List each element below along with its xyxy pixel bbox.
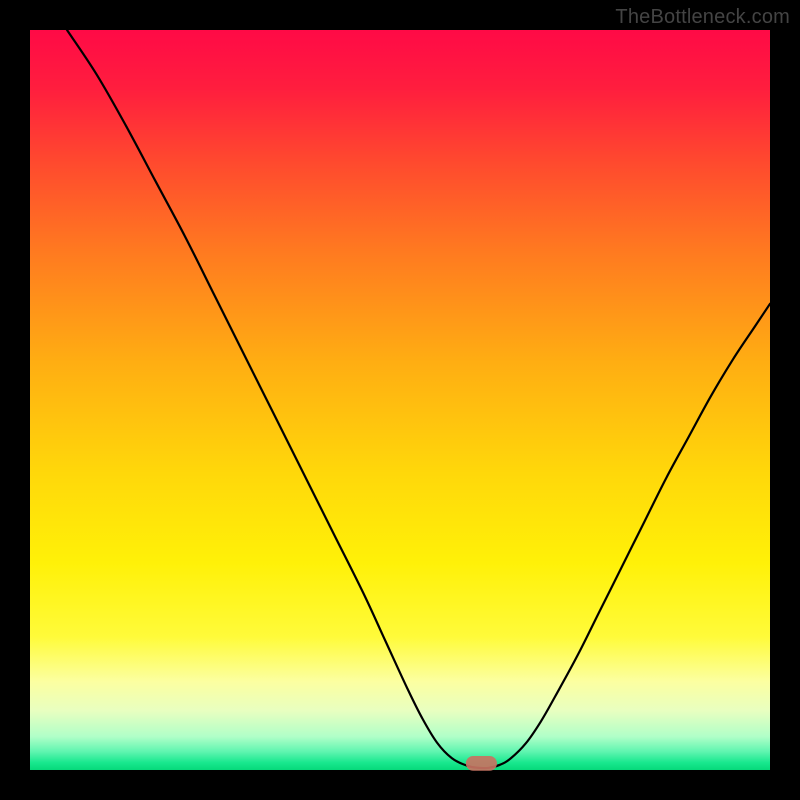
plot-background (30, 30, 770, 770)
watermark-text: TheBottleneck.com (615, 6, 790, 29)
chart-container: TheBottleneck.com (0, 0, 800, 800)
bottleneck-chart (0, 0, 800, 800)
optimal-point-marker (466, 756, 497, 771)
